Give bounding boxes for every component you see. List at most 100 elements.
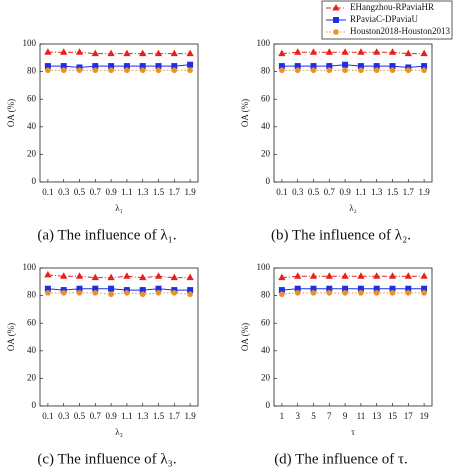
legend-marker	[333, 29, 339, 35]
y-tick-label: 0	[266, 400, 271, 410]
marker	[154, 272, 163, 279]
marker	[76, 67, 83, 74]
series-line	[47, 274, 191, 279]
marker	[44, 270, 52, 278]
marker	[404, 49, 412, 57]
series-line	[47, 288, 191, 291]
marker	[107, 49, 115, 57]
caption: (d) The influence of τ.	[274, 451, 408, 467]
caption: (c) The influence of λ₃.	[37, 451, 176, 467]
marker	[421, 290, 427, 296]
x-tick-label: 0.7	[90, 187, 102, 197]
x-tick-label: 1.9	[184, 411, 196, 421]
x-tick-label: 11	[357, 411, 366, 421]
x-tick-label: 1.3	[371, 187, 383, 197]
marker	[124, 290, 130, 296]
x-tick-label: 1.7	[403, 187, 415, 197]
y-tick-label: 100	[257, 38, 271, 48]
y-tick-label: 0	[266, 176, 271, 186]
y-tick-label: 20	[261, 148, 271, 158]
y-tick-label: 20	[27, 372, 37, 382]
marker	[388, 272, 397, 279]
y-tick-label: 80	[27, 66, 37, 76]
marker	[186, 273, 194, 281]
marker	[92, 290, 99, 296]
y-tick-label: 0	[32, 400, 37, 410]
x-tick-label: 0.7	[324, 187, 336, 197]
series-line	[281, 292, 425, 295]
x-tick-label: 1.1	[355, 187, 366, 197]
marker	[108, 67, 114, 74]
marker	[373, 290, 380, 296]
x-tick-label: 1	[280, 411, 285, 421]
marker	[326, 67, 333, 74]
marker	[108, 291, 114, 298]
marker	[187, 291, 193, 298]
marker	[294, 67, 301, 74]
y-tick-label: 80	[261, 66, 271, 76]
marker	[278, 273, 286, 281]
x-tick-label: 17	[404, 411, 414, 421]
marker	[310, 290, 317, 296]
y-tick-label: 40	[261, 121, 271, 131]
x-tick-label: 9	[343, 411, 348, 421]
y-tick-label: 100	[23, 262, 37, 272]
series-line	[281, 288, 425, 291]
y-axis-label: OA (%)	[6, 99, 16, 127]
x-tick-label: 1.3	[137, 411, 149, 421]
x-tick-label: 0.5	[74, 187, 86, 197]
marker	[294, 48, 302, 55]
marker	[309, 48, 318, 55]
marker	[123, 49, 131, 57]
marker	[405, 67, 412, 74]
x-axis-label: τ	[351, 427, 355, 437]
y-tick-label: 40	[27, 121, 37, 131]
x-tick-label: 0.1	[276, 187, 287, 197]
series-line	[281, 275, 425, 279]
marker	[357, 272, 365, 279]
x-tick-label: 1.1	[121, 187, 132, 197]
marker	[171, 290, 178, 296]
marker	[373, 272, 381, 279]
marker	[108, 285, 115, 292]
x-tick-label: 0.3	[292, 187, 304, 197]
marker	[405, 290, 412, 296]
marker	[341, 48, 349, 55]
legend-label: RPaviaC-DPaviaU	[350, 14, 418, 24]
marker	[92, 67, 99, 74]
marker	[342, 61, 349, 68]
x-axis-label: λ₂	[349, 203, 357, 213]
x-tick-label: 1.7	[169, 187, 181, 197]
plot-frame	[273, 267, 433, 407]
marker	[75, 272, 84, 279]
marker	[45, 290, 51, 296]
y-tick-label: 100	[257, 262, 271, 272]
x-tick-label: 1.5	[153, 187, 165, 197]
marker	[279, 291, 285, 298]
marker	[309, 272, 318, 279]
y-tick-label: 0	[32, 176, 37, 186]
x-tick-label: 0.1	[42, 411, 53, 421]
series-line	[281, 51, 425, 55]
x-tick-label: 1.9	[418, 187, 430, 197]
marker	[420, 272, 428, 279]
marker	[139, 67, 146, 74]
y-tick-label: 60	[261, 317, 271, 327]
marker	[60, 67, 67, 74]
marker	[278, 49, 286, 57]
series-line	[47, 292, 191, 295]
marker	[357, 48, 365, 55]
marker	[404, 272, 412, 279]
caption: (b) The influence of λ₂.	[271, 227, 411, 243]
x-tick-label: 13	[372, 411, 382, 421]
marker	[325, 272, 333, 279]
y-tick-label: 60	[27, 317, 37, 327]
marker	[279, 67, 285, 74]
x-tick-label: 1.3	[137, 187, 149, 197]
series-line	[47, 51, 191, 55]
legend-marker	[333, 17, 339, 23]
x-tick-label: 0.9	[105, 411, 117, 421]
y-tick-label: 60	[27, 93, 37, 103]
marker	[154, 49, 163, 57]
